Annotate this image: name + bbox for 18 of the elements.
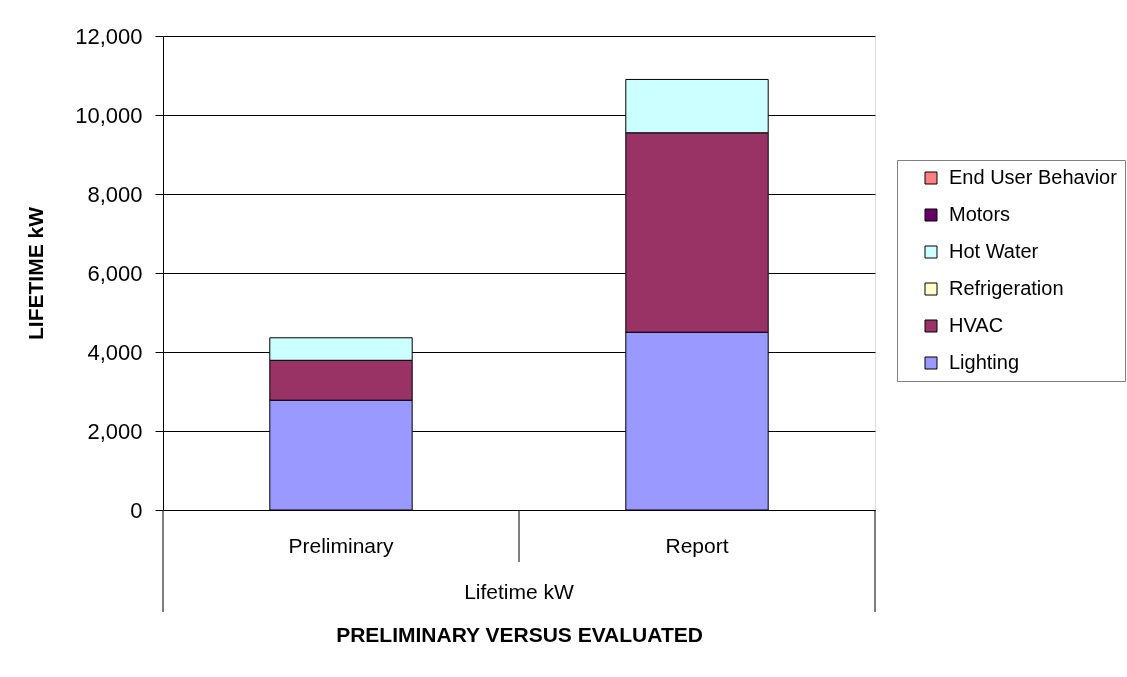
x-tick-label: Report — [665, 533, 729, 557]
y-tick-label: 8,000 — [87, 181, 143, 207]
y-tick-label: 10,000 — [75, 102, 143, 128]
legend-label: Refrigeration — [949, 277, 1064, 299]
text: Lifetime kW — [464, 580, 575, 603]
y-axis-title: LIFETIME kW — [24, 206, 48, 340]
legend-label: Motors — [949, 203, 1011, 225]
y-tick-label: 2,000 — [87, 418, 143, 444]
legend-label: HVAC — [949, 314, 1004, 336]
legend-label: Hot Water — [949, 240, 1039, 262]
y-tick-label: 6,000 — [87, 260, 143, 286]
x-axis-title: PRELIMINARY VERSUS EVALUATED — [336, 622, 703, 646]
legend-label: Lighting — [949, 351, 1020, 373]
y-tick-label: 4,000 — [87, 339, 143, 365]
legend-label: End User Behavior — [949, 166, 1118, 188]
x-tick-label: Preliminary — [288, 533, 394, 557]
y-tick-label: 12,000 — [75, 23, 143, 49]
y-tick-label: 0 — [130, 497, 143, 523]
